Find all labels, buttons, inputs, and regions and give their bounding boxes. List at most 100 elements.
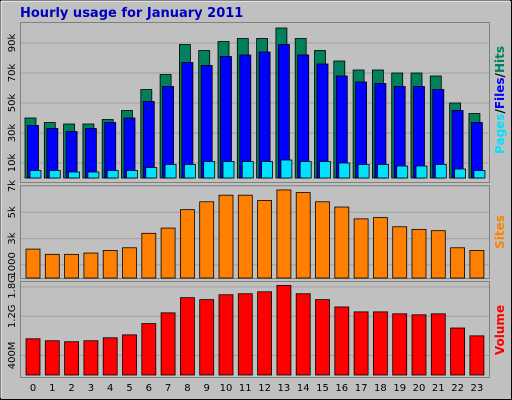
bar <box>102 249 118 279</box>
bar <box>338 162 351 179</box>
bar <box>372 217 388 279</box>
bar <box>451 110 464 179</box>
bar <box>123 117 136 179</box>
bar <box>276 189 292 279</box>
bar <box>392 226 408 279</box>
bar <box>83 252 99 279</box>
y-tick-label: 1.2G <box>7 304 18 328</box>
bar <box>415 165 428 179</box>
bar <box>44 340 60 376</box>
legend-entry: Hits <box>493 46 507 73</box>
y-tick-label: 1000 <box>7 252 18 277</box>
x-tick-label: 16 <box>335 383 348 394</box>
legend-entry: Files <box>493 77 507 109</box>
bar <box>295 192 311 279</box>
legend-entry: Sites <box>493 215 507 249</box>
bar <box>199 299 215 376</box>
x-tick-label: 1 <box>49 383 55 394</box>
bar <box>411 314 427 376</box>
bar <box>64 253 79 279</box>
bar <box>126 170 138 179</box>
legend-separator: / <box>493 109 507 114</box>
bar <box>104 122 117 179</box>
bar <box>355 81 368 179</box>
x-tick-label: 20 <box>413 383 426 394</box>
bar <box>297 54 310 179</box>
bar <box>396 165 409 179</box>
bar <box>473 170 486 179</box>
bar <box>160 227 176 279</box>
bar <box>29 170 42 179</box>
bar <box>179 297 195 376</box>
legend-entry: Volume <box>493 305 507 355</box>
panel-frame <box>20 281 490 378</box>
bar <box>392 313 408 376</box>
bar <box>334 206 350 279</box>
bar <box>454 168 467 179</box>
bar <box>237 293 253 376</box>
bar <box>261 161 274 179</box>
bar <box>315 201 330 279</box>
x-tick-label: 4 <box>107 383 113 394</box>
bar <box>183 164 196 179</box>
bar <box>357 164 370 179</box>
bar <box>220 56 232 179</box>
bar <box>470 122 483 179</box>
x-tick-label: 19 <box>393 383 406 394</box>
bar <box>106 170 119 179</box>
bar <box>430 313 446 376</box>
bar <box>68 171 80 179</box>
bar <box>25 338 41 376</box>
bar <box>141 232 157 279</box>
bar <box>218 294 234 376</box>
x-tick-label: 23 <box>471 383 484 394</box>
x-tick-label: 13 <box>278 383 291 394</box>
bar <box>102 337 118 376</box>
panel-frame <box>20 185 490 279</box>
bar <box>315 299 330 376</box>
bar <box>44 253 60 279</box>
legend-entry: Pages <box>493 114 507 154</box>
bar <box>87 171 100 179</box>
x-tick-label: 12 <box>258 383 271 394</box>
y-tick-label: 90k <box>7 34 18 53</box>
y-tick-label: 1.8G <box>7 275 18 299</box>
x-tick-label: 9 <box>204 383 210 394</box>
bar <box>203 161 216 179</box>
x-tick-label: 14 <box>297 383 310 394</box>
x-tick-label: 5 <box>126 383 132 394</box>
bar <box>374 83 387 179</box>
bar <box>316 63 329 179</box>
bar <box>25 248 41 279</box>
bar <box>434 164 447 179</box>
series-legend: Pages/Files/Hits <box>493 46 507 154</box>
bar <box>145 167 158 179</box>
bar <box>276 285 292 376</box>
bar <box>319 161 331 179</box>
bar <box>141 323 157 376</box>
bar <box>164 164 177 179</box>
bar <box>122 334 137 376</box>
y-tick-label: 50k <box>7 94 18 113</box>
bar <box>48 170 61 179</box>
bar <box>334 306 350 376</box>
bar <box>393 86 406 179</box>
bar <box>218 194 234 279</box>
bar <box>257 291 273 376</box>
x-tick-label: 15 <box>316 383 329 394</box>
x-tick-label: 2 <box>68 383 74 394</box>
bar <box>85 128 97 179</box>
bar <box>64 341 79 376</box>
bar <box>450 247 466 279</box>
bar <box>241 161 254 179</box>
bar <box>222 161 235 179</box>
bar <box>450 327 466 376</box>
x-tick-label: 21 <box>432 383 445 394</box>
bar <box>257 200 273 279</box>
bar <box>280 159 293 179</box>
bar <box>430 230 446 279</box>
x-tick-label: 3 <box>88 383 94 394</box>
bar <box>181 62 194 179</box>
chart-title: Hourly usage for January 2011 <box>20 6 243 21</box>
